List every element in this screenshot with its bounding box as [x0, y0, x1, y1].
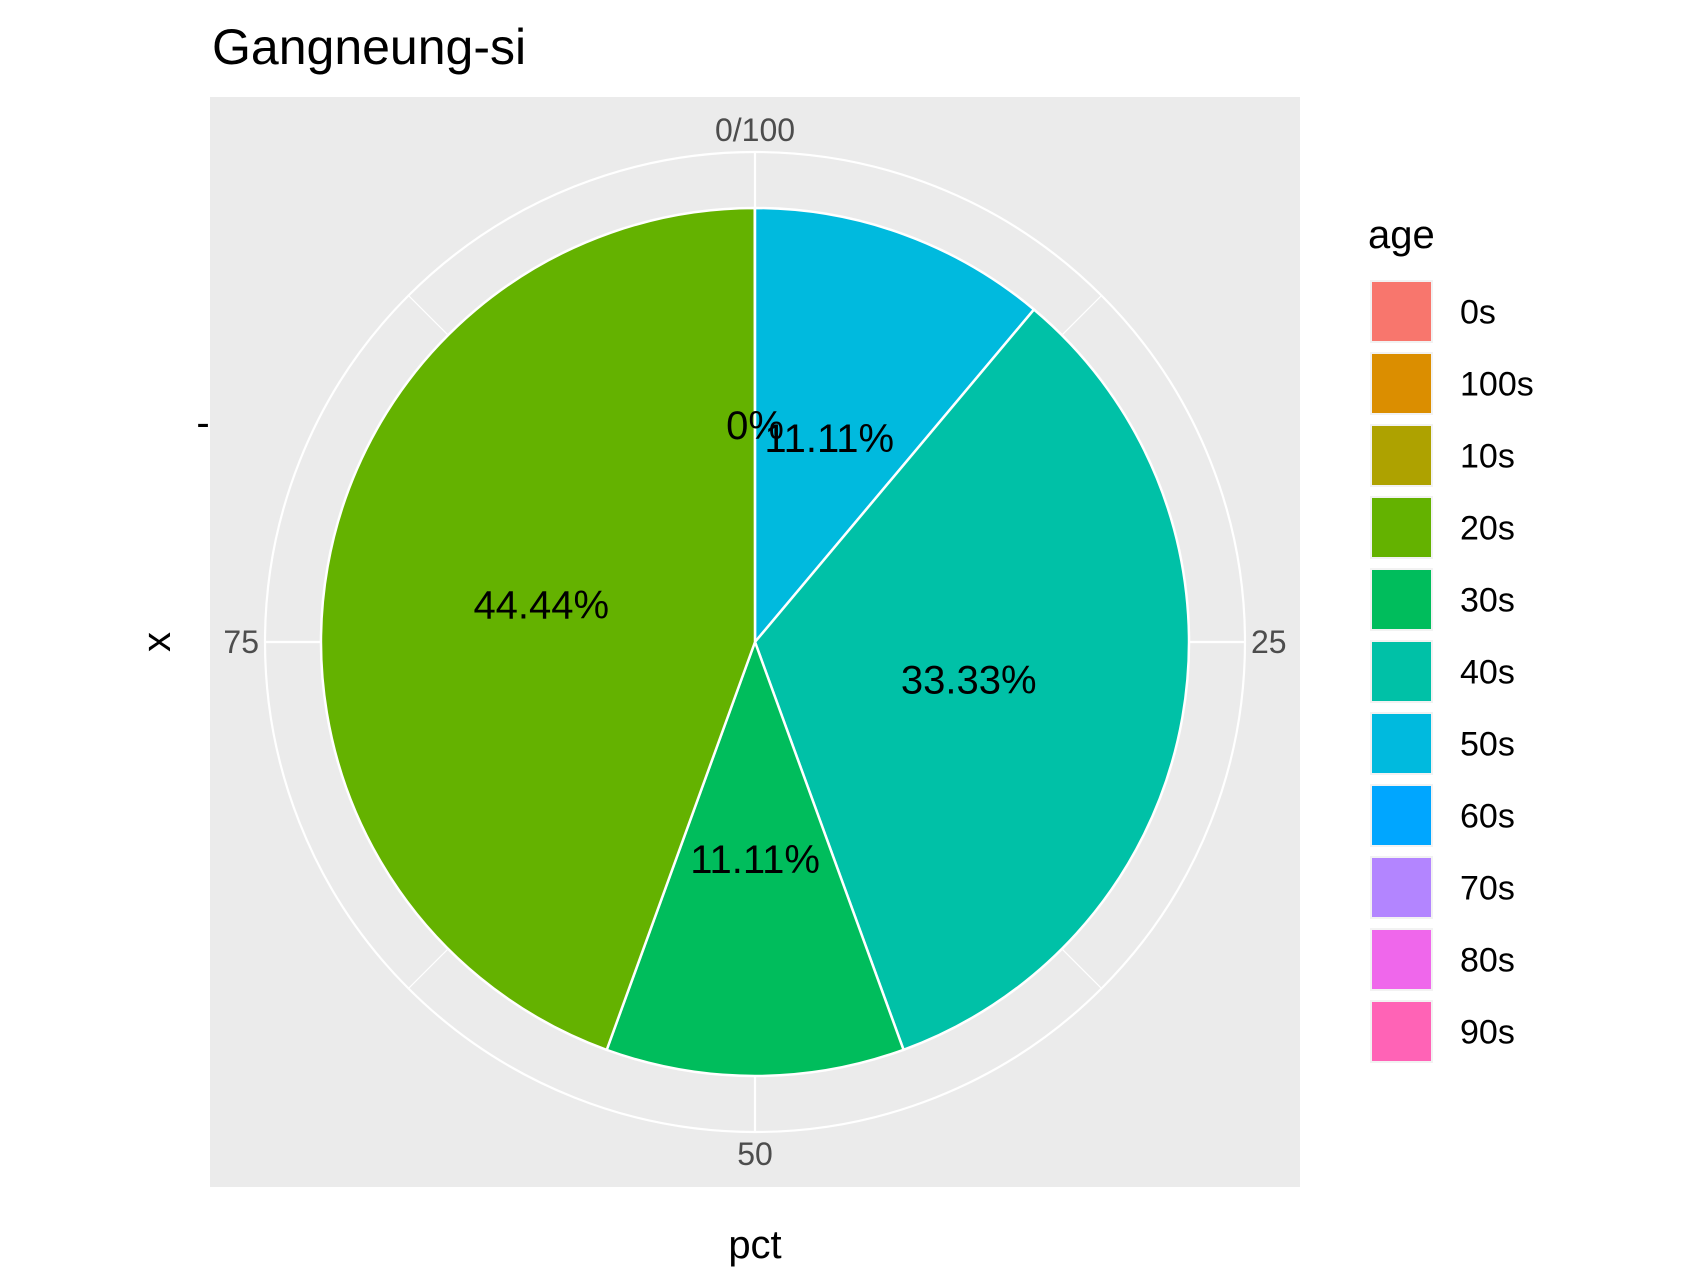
legend-label-20s: 20s [1460, 510, 1515, 548]
angle-tick-25: 25 [1251, 624, 1287, 660]
legend-swatch-30s [1372, 570, 1431, 629]
legend-label-80s: 80s [1460, 942, 1515, 980]
legend-swatch-50s [1372, 714, 1431, 773]
y-axis-title: x [135, 632, 179, 652]
legend-label-10s: 10s [1460, 438, 1515, 476]
legend: age 0s 100s 10s 20s 30s 40s 50s 60s 70s 80s 90s [1368, 213, 1534, 1063]
pie-slice-50s [753, 206, 1036, 646]
data-labels: 11.11% 33.33% 11.11% 44.44% 0% [473, 404, 1036, 882]
data-label-40s: 33.33% [901, 659, 1037, 703]
legend-title: age [1368, 213, 1435, 257]
legend-swatch-10s [1372, 426, 1431, 485]
legend-swatch-70s [1372, 858, 1431, 917]
chart-title: Gangneung-si [212, 19, 526, 75]
angle-tick-0/100: 0/100 [715, 112, 795, 148]
legend-swatch-100s [1372, 354, 1431, 413]
legend-label-40s: 40s [1460, 654, 1515, 692]
angle-tick-75: 75 [223, 624, 259, 660]
legend-label-0s: 0s [1460, 294, 1496, 332]
legend-label-90s: 90s [1460, 1014, 1515, 1052]
legend-label-60s: 60s [1460, 798, 1515, 836]
x-axis-title: pct [728, 1223, 781, 1267]
slice-layer [319, 206, 1191, 1078]
data-label-30s: 11.11% [690, 838, 820, 882]
legend-label-30s: 30s [1460, 582, 1515, 620]
legend-label-100s: 100s [1460, 366, 1534, 404]
legend-swatch-40s [1372, 642, 1431, 701]
legend-swatch-0s [1372, 282, 1431, 341]
data-label-zero: 0% [726, 404, 784, 448]
legend-label-70s: 70s [1460, 870, 1515, 908]
pie-slice-20s [319, 206, 757, 1052]
data-label-50s: 11.11% [764, 417, 894, 461]
legend-label-50s: 50s [1460, 726, 1515, 764]
legend-swatch-80s [1372, 930, 1431, 989]
y-tick-label: - [196, 401, 209, 445]
data-label-20s: 44.44% [473, 583, 609, 627]
angle-tick-50: 50 [737, 1136, 773, 1172]
legend-swatch-90s [1372, 1002, 1431, 1061]
angle-tick-labels: 0/100 25 50 75 [223, 112, 1286, 1172]
legend-swatch-20s [1372, 498, 1431, 557]
pie-slice-30s [605, 638, 906, 1078]
pie-slice-40s [753, 307, 1191, 1052]
legend-swatch-60s [1372, 786, 1431, 845]
